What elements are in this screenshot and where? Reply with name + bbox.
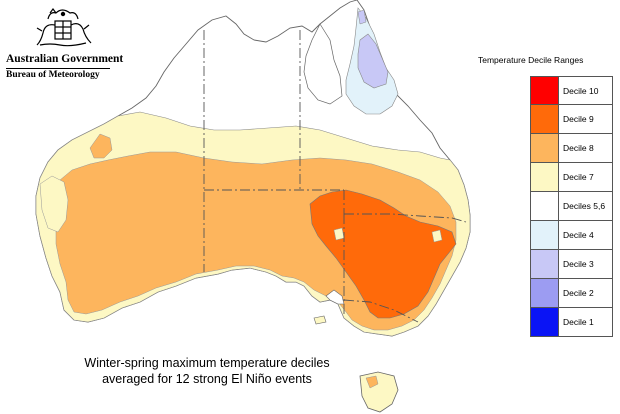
legend-swatch <box>531 77 559 104</box>
legend-title: Temperature Decile Ranges <box>478 55 584 65</box>
legend-label: Decile 3 <box>563 259 594 269</box>
legend-item: Decile 8 <box>530 134 613 163</box>
kangaroo-island <box>313 315 327 325</box>
coat-of-arms-icon <box>36 8 92 47</box>
caption-line-1: Winter-spring maximum temperature decile… <box>84 356 330 370</box>
legend: Decile 10 Decile 9 Decile 8 Decile 7 Deciles… <box>530 76 613 337</box>
legend-label: Decile 9 <box>563 114 594 124</box>
map-caption: Winter-spring maximum temperature decile… <box>42 355 372 387</box>
gulf-inlet <box>303 23 343 105</box>
legend-label: Decile 2 <box>563 288 594 298</box>
legend-label: Decile 10 <box>563 86 599 96</box>
header-divider <box>6 68 110 69</box>
legend-swatch <box>531 134 559 162</box>
decile3-tip <box>357 9 367 25</box>
decile7-inset <box>39 175 69 233</box>
legend-swatch <box>531 221 559 249</box>
decile3-region <box>357 33 389 89</box>
tasmania-decile8 <box>365 375 379 389</box>
state-borders <box>203 30 467 323</box>
legend-label: Decile 1 <box>563 317 594 327</box>
legend-item: Decile 2 <box>530 279 613 308</box>
legend-label: Decile 4 <box>563 230 594 240</box>
legend-item: Decile 7 <box>530 163 613 192</box>
legend-label: Deciles 5,6 <box>563 201 606 211</box>
legend-item: Decile 9 <box>530 105 613 134</box>
lake-patch <box>431 229 443 243</box>
legend-label: Decile 8 <box>563 143 594 153</box>
legend-item: Decile 10 <box>530 76 613 105</box>
legend-swatch <box>531 105 559 133</box>
legend-label: Decile 7 <box>563 172 594 182</box>
legend-swatch <box>531 279 559 307</box>
lake-patch <box>333 227 345 241</box>
legend-swatch <box>531 192 559 220</box>
bureau-name: Bureau of Meteorology <box>6 70 100 80</box>
legend-item: Decile 1 <box>530 308 613 337</box>
decile8-patch <box>89 133 113 159</box>
legend-item: Deciles 5,6 <box>530 192 613 221</box>
legend-swatch <box>531 250 559 278</box>
legend-item: Decile 4 <box>530 221 613 250</box>
caption-line-2: averaged for 12 strong El Niño events <box>102 372 312 386</box>
legend-item: Decile 3 <box>530 250 613 279</box>
government-title: Australian Government <box>6 53 124 65</box>
legend-swatch <box>531 163 559 191</box>
legend-swatch <box>531 308 559 336</box>
decile9-region <box>309 189 457 319</box>
